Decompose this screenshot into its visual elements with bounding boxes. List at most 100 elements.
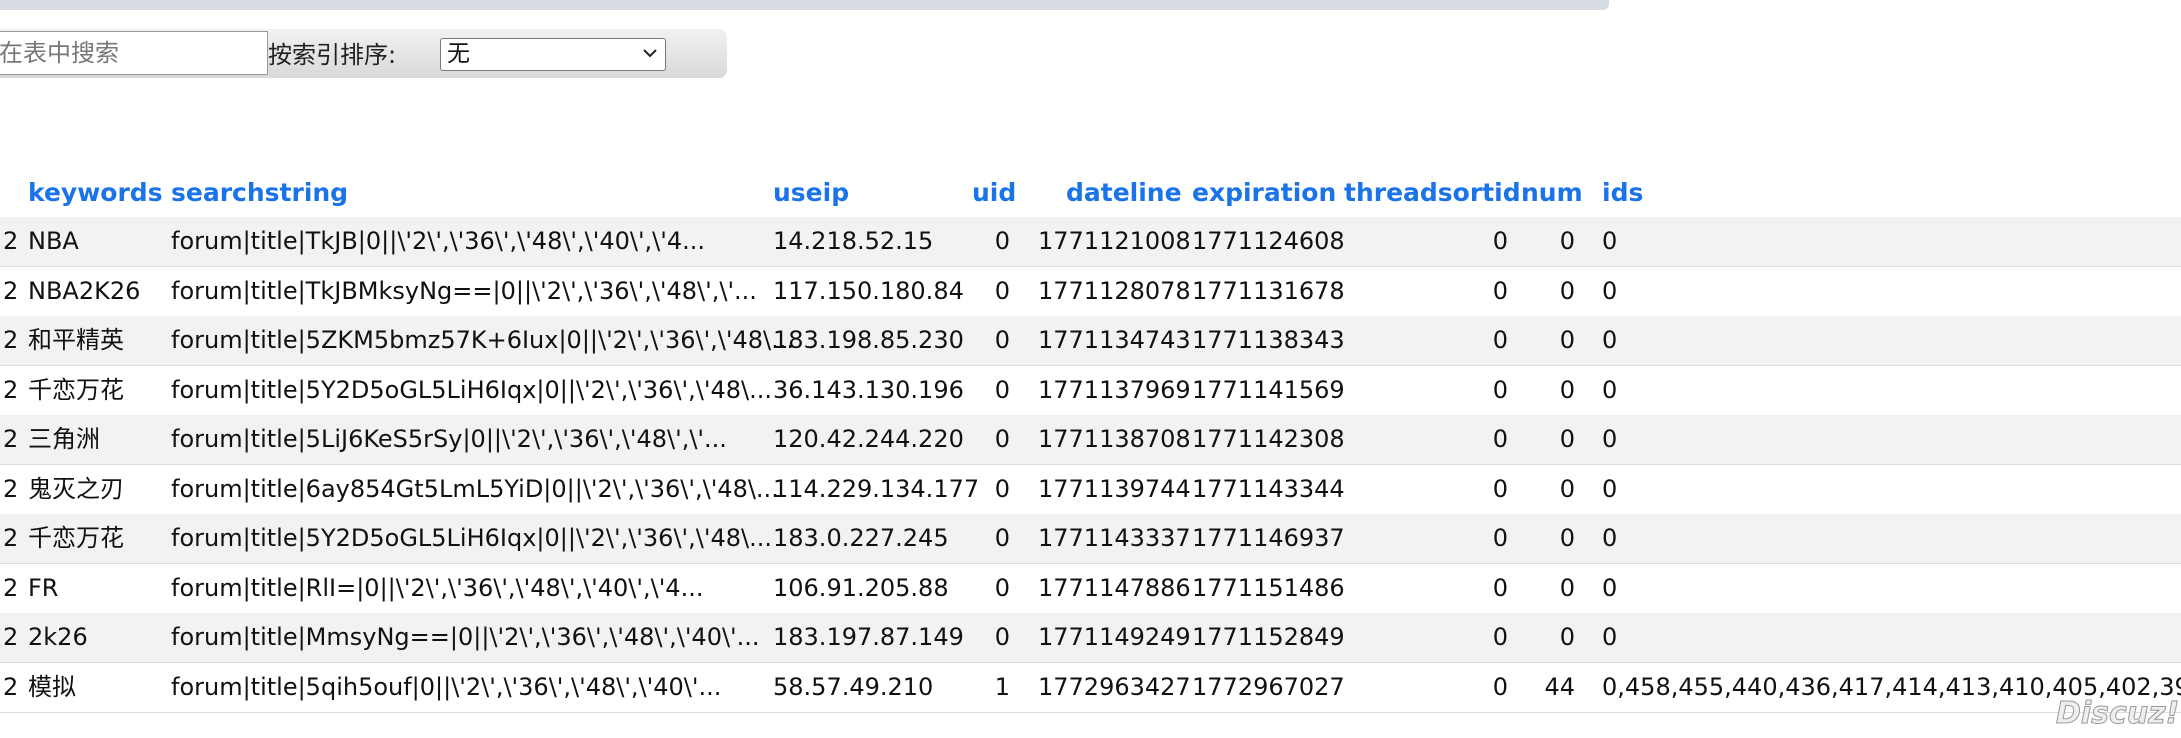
table-cell: 1 xyxy=(994,672,1010,701)
table-cell: 1771139744 xyxy=(1038,474,1191,503)
table-cell: 2 xyxy=(3,524,19,552)
table-cell: 三角洲 xyxy=(28,425,100,453)
table-cell: forum|title|5Y2D5oGL5LiH6Iqx|0||\'2\',\'… xyxy=(171,524,772,552)
dropdown-arrow xyxy=(643,49,657,58)
table-cell: 0 xyxy=(1492,227,1508,255)
table-cell: 0 xyxy=(1492,573,1508,602)
table-cell: 0 xyxy=(1492,425,1508,453)
table-cell: 0 xyxy=(1602,375,1618,404)
table-cell: 0 xyxy=(994,524,1010,552)
column-header: expiration xyxy=(1192,178,1337,207)
table-cell: forum|title|MmsyNg==|0||\'2\',\'36\',\'4… xyxy=(171,623,760,651)
table-cell: 1771134743 xyxy=(1038,326,1191,354)
table-row xyxy=(0,613,2181,663)
table-cell: 0 xyxy=(1559,326,1575,354)
table-cell: 0 xyxy=(1559,276,1575,305)
table-cell: forum|title|5ZKM5bmz57K+6Iux|0||\'2\',\'… xyxy=(171,326,794,354)
column-header: searchstring xyxy=(171,178,349,207)
table-cell: 0 xyxy=(1492,474,1508,503)
table-cell: 1771146937 xyxy=(1192,524,1345,552)
table-cell: 0 xyxy=(1602,474,1618,503)
table-cell: 1771143337 xyxy=(1038,524,1191,552)
table-cell: 1771149249 xyxy=(1038,623,1191,651)
table-cell: 0 xyxy=(1602,227,1618,255)
table-cell: NBA2K26 xyxy=(28,276,141,305)
table-row xyxy=(0,217,2181,267)
table-cell: 0 xyxy=(1492,623,1508,651)
table-cell: 0 xyxy=(994,375,1010,404)
table-cell: 0 xyxy=(994,474,1010,503)
table-cell: 0 xyxy=(1492,524,1508,552)
table-cell: 0 xyxy=(1559,573,1575,602)
table-cell: 1771124608 xyxy=(1192,227,1345,255)
sort-label: 按索引排序: xyxy=(268,41,397,69)
top-bar xyxy=(0,0,1609,10)
table-cell: 0 xyxy=(1492,375,1508,404)
table-cell: 183.198.85.230 xyxy=(773,326,964,354)
table-cell: 1771138708 xyxy=(1038,425,1191,453)
table-cell: 0 xyxy=(994,623,1010,651)
table-cell: 114.229.134.177 xyxy=(773,474,980,503)
table-cell: 0 xyxy=(1492,672,1508,701)
column-header: num xyxy=(1521,178,1583,207)
table-cell: 1772967027 xyxy=(1192,672,1345,701)
table-cell: forum|title|RlI=|0||\'2\',\'36\',\'48\',… xyxy=(171,573,704,602)
table-row xyxy=(0,415,2181,465)
table-cell: 120.42.244.220 xyxy=(773,425,964,453)
table-cell: 44 xyxy=(1544,672,1575,701)
table-cell: 鬼灭之刃 xyxy=(28,474,124,503)
sort-select[interactable]: 无 xyxy=(440,38,666,71)
table-cell: 1771147886 xyxy=(1038,573,1191,602)
table-cell: 2k26 xyxy=(28,623,88,651)
table-cell: 千恋万花 xyxy=(28,524,124,552)
table-cell: 183.0.227.245 xyxy=(773,524,949,552)
table-cell: 117.150.180.84 xyxy=(773,276,964,305)
table-cell: 0 xyxy=(1602,524,1618,552)
table-cell: 0 xyxy=(1602,425,1618,453)
table-cell: FR xyxy=(28,573,59,602)
table-cell: 0 xyxy=(994,573,1010,602)
table-cell: 0 xyxy=(1492,326,1508,354)
column-header: dateline xyxy=(1066,178,1182,207)
column-header: threadsortid xyxy=(1344,178,1521,207)
table-cell: 1771138343 xyxy=(1192,326,1345,354)
table-cell: 0 xyxy=(994,425,1010,453)
table-cell: 2 xyxy=(3,573,19,602)
table-cell: NBA xyxy=(28,227,79,255)
table-cell: 2 xyxy=(3,425,19,453)
table-cell: 2 xyxy=(3,276,19,305)
table-row xyxy=(0,365,2181,416)
sort-value: 无 xyxy=(447,41,470,67)
table-cell: forum|title|6ay854Gt5LmL5YiD|0||\'2\',\'… xyxy=(171,474,779,503)
watermark: Discuz! xyxy=(2055,696,2180,732)
search-input[interactable]: 在表中搜索 xyxy=(0,31,268,75)
table-cell: 14.218.52.15 xyxy=(773,227,934,255)
table-cell: 36.143.130.196 xyxy=(773,375,964,404)
column-header: uid xyxy=(972,178,1017,207)
table-cell: forum|title|5qih5ouf|0||\'2\',\'36\',\'4… xyxy=(171,672,722,701)
table-cell: 和平精英 xyxy=(28,326,124,354)
table-cell: 0 xyxy=(994,227,1010,255)
table-cell: 0 xyxy=(1559,375,1575,404)
table-cell: 0 xyxy=(1602,573,1618,602)
table-row xyxy=(0,662,2181,713)
table-cell: 1771141569 xyxy=(1192,375,1345,404)
table-cell: 106.91.205.88 xyxy=(773,573,949,602)
table-cell: 183.197.87.149 xyxy=(773,623,964,651)
table-cell: 0 xyxy=(1602,276,1618,305)
table-cell: 1771131678 xyxy=(1192,276,1345,305)
table-cell: 58.57.49.210 xyxy=(773,672,934,701)
table-cell: 2 xyxy=(3,672,19,701)
table-row xyxy=(0,266,2181,317)
table-cell: 2 xyxy=(3,227,19,255)
table-cell: 2 xyxy=(3,326,19,354)
table-cell: forum|title|TkJBMksyNg==|0||\'2\',\'36\'… xyxy=(171,276,757,305)
table-cell: 0 xyxy=(1559,524,1575,552)
table-cell: 0 xyxy=(1492,276,1508,305)
table-cell: forum|title|5LiJ6KeS5rSy|0||\'2\',\'36\'… xyxy=(171,425,727,453)
table-cell: 2 xyxy=(3,623,19,651)
table-cell: 1771128078 xyxy=(1038,276,1191,305)
table-cell: 0 xyxy=(1602,326,1618,354)
table-cell: 2 xyxy=(3,375,19,404)
